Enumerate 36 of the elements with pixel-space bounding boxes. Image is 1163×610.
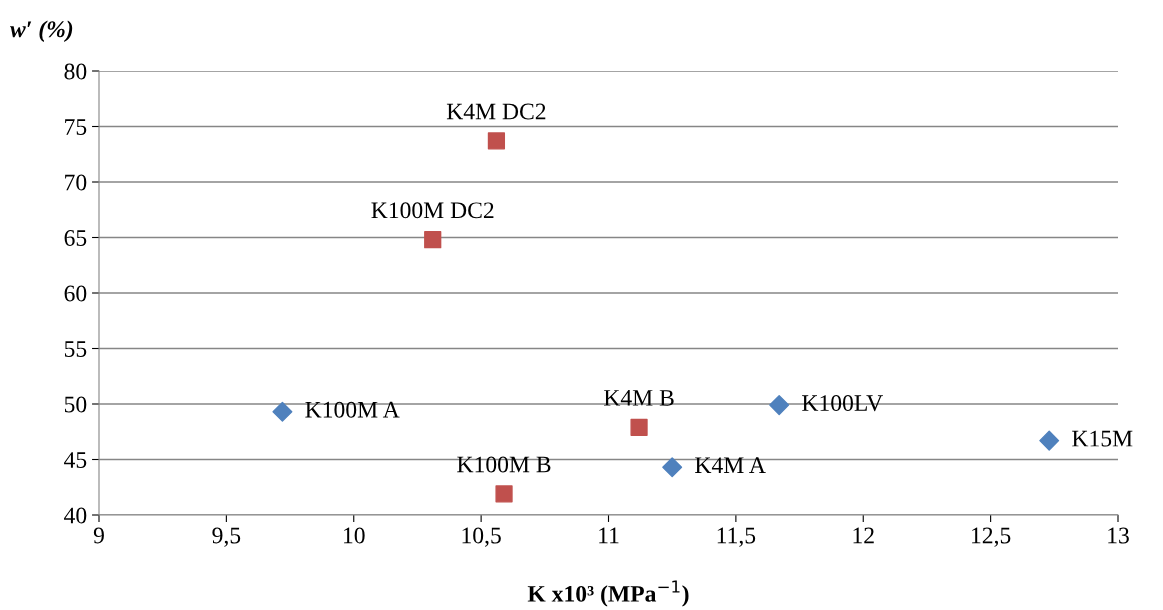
y-tick-label: 75 bbox=[65, 119, 87, 135]
y-tick-label: 65 bbox=[64, 230, 87, 246]
annotation: K4M DC2 bbox=[446, 103, 546, 120]
x-tick-label: 11 bbox=[599, 527, 619, 544]
x-tick-label: 9,5 bbox=[212, 527, 241, 547]
point bbox=[495, 485, 513, 503]
y-tick-label: 60 bbox=[64, 285, 87, 302]
y-tick-label: 50 bbox=[64, 396, 87, 413]
point bbox=[487, 132, 506, 150]
y-tick-label: 40 bbox=[64, 507, 87, 524]
point bbox=[424, 231, 442, 249]
x-tick-label: 10 bbox=[344, 527, 365, 544]
y-axis-title: w′ (%) bbox=[10, 20, 73, 42]
x-axis-title: K x10³ (MPa$^{−1}$) bbox=[527, 580, 689, 607]
y-tick-label: 80 bbox=[64, 63, 87, 80]
point bbox=[662, 457, 683, 478]
annotation: K4M B bbox=[604, 390, 674, 406]
x-tick-label: 11,5 bbox=[717, 527, 756, 547]
x-tick-label: 10,5 bbox=[462, 527, 501, 547]
y-tick-label: 45 bbox=[64, 452, 87, 468]
x-tick-label: 9 bbox=[93, 527, 104, 544]
y-tick-label: 70 bbox=[65, 174, 87, 191]
annotation: K100M A bbox=[305, 401, 400, 418]
point bbox=[769, 395, 790, 416]
x-tick-label: 13 bbox=[1108, 527, 1129, 544]
annotation: K100M B bbox=[457, 456, 551, 473]
point bbox=[630, 418, 648, 436]
x-tick-label: 12 bbox=[853, 527, 874, 544]
x-tick-label: 12,5 bbox=[972, 527, 1011, 547]
annotation: K100M DC2 bbox=[371, 202, 494, 219]
point bbox=[272, 401, 293, 422]
annotation: K15M bbox=[1072, 430, 1133, 447]
annotation: K100LV bbox=[802, 395, 883, 412]
y-tick-label: 55 bbox=[64, 341, 87, 357]
point bbox=[1039, 430, 1060, 451]
annotation: K4M A bbox=[695, 457, 766, 473]
